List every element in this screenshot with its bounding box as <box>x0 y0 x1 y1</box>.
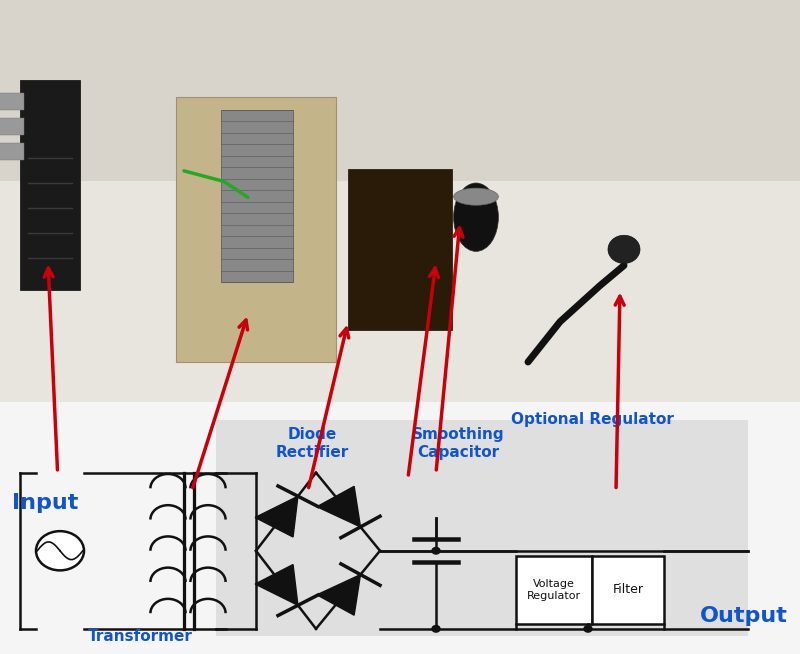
Text: Optional Regulator: Optional Regulator <box>510 412 674 427</box>
Ellipse shape <box>454 183 498 251</box>
Text: Output: Output <box>700 606 788 627</box>
Bar <box>512 420 748 636</box>
Bar <box>221 110 293 283</box>
Bar <box>0 118 24 135</box>
Polygon shape <box>317 575 361 615</box>
Text: Filter: Filter <box>613 583 643 596</box>
Ellipse shape <box>608 235 640 264</box>
Circle shape <box>36 531 84 570</box>
Bar <box>0 181 800 402</box>
Bar <box>176 97 336 362</box>
Circle shape <box>584 625 592 632</box>
Polygon shape <box>317 487 361 527</box>
Polygon shape <box>255 564 298 606</box>
Text: Smoothing
Capacitor: Smoothing Capacitor <box>412 428 505 460</box>
Text: Transformer: Transformer <box>87 629 193 644</box>
Bar <box>404 420 512 636</box>
Bar <box>216 420 404 636</box>
Bar <box>348 169 452 330</box>
Circle shape <box>432 547 440 554</box>
Bar <box>0 0 800 402</box>
Bar <box>516 556 592 624</box>
Bar <box>20 80 80 290</box>
Polygon shape <box>255 496 298 537</box>
Bar <box>592 556 664 624</box>
Text: Input: Input <box>12 493 78 513</box>
Bar <box>0 402 800 654</box>
Ellipse shape <box>454 188 498 205</box>
Text: Voltage
Regulator: Voltage Regulator <box>527 579 581 600</box>
Text: Diode
Rectifier: Diode Rectifier <box>275 428 349 460</box>
Bar <box>0 143 24 160</box>
Circle shape <box>432 625 440 632</box>
Bar <box>0 93 24 110</box>
